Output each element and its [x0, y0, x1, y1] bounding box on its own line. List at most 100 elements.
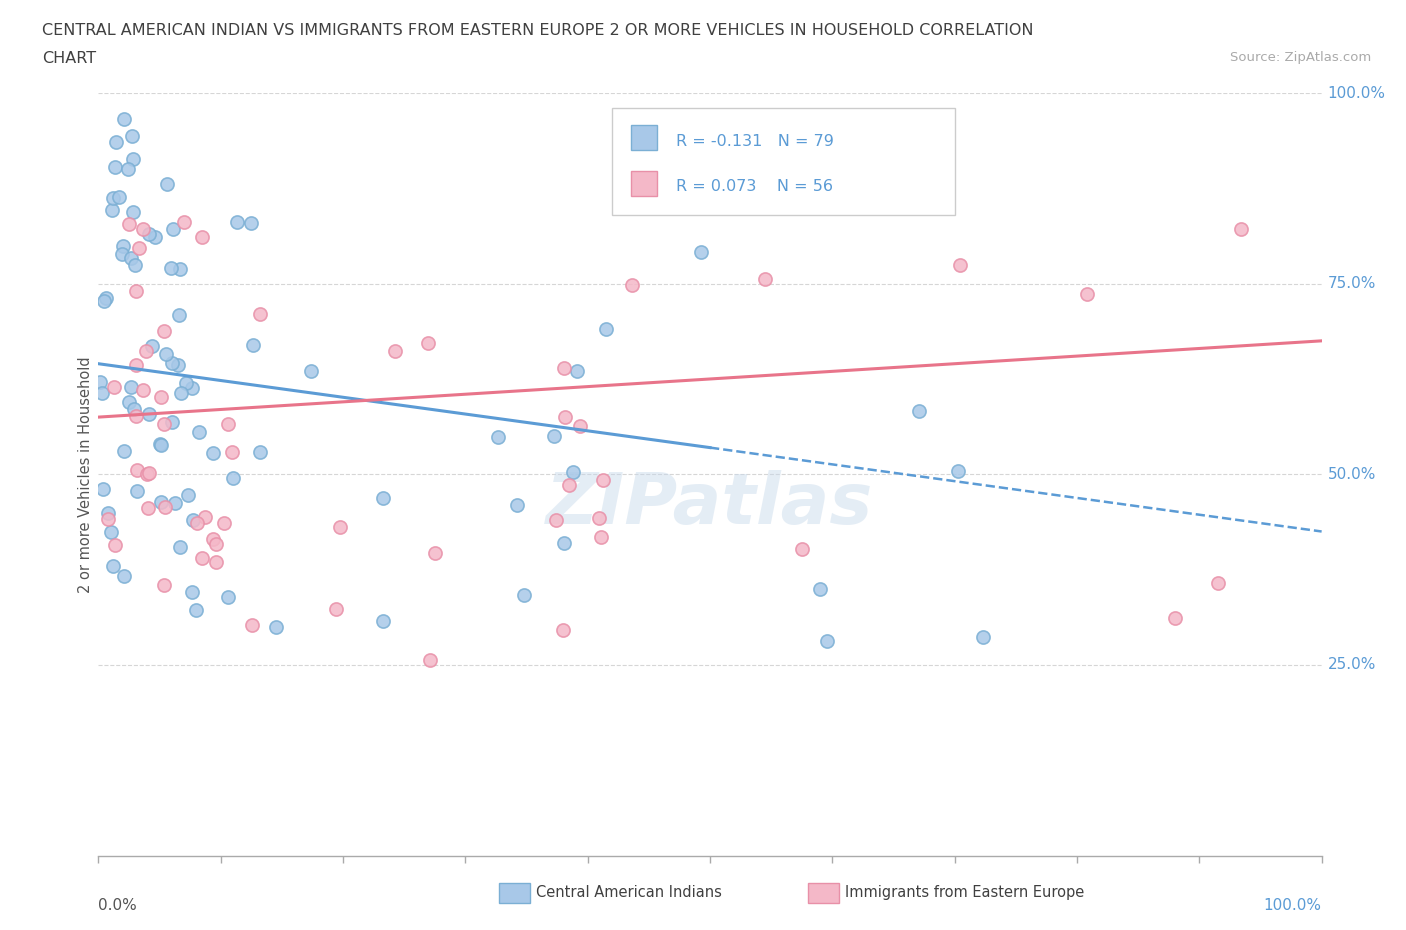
Point [94, 291, 117, 306]
Point [554, 410, 576, 425]
Point [101, 558, 124, 573]
Point [180, 585, 202, 600]
Point [112, 112, 135, 126]
Text: ZIPatlas: ZIPatlas [547, 471, 873, 539]
Point [108, 190, 131, 205]
Point [299, 364, 322, 379]
Point [191, 230, 214, 245]
Point [425, 546, 447, 561]
Point [160, 355, 183, 370]
Point [174, 376, 197, 391]
Point [191, 550, 214, 565]
Point [589, 530, 612, 545]
Point [128, 240, 150, 255]
Point [153, 500, 176, 515]
Point [486, 430, 509, 445]
Bar [630, 171, 658, 196]
Point [946, 464, 969, 479]
Point [186, 516, 208, 531]
Point [217, 590, 239, 604]
Point [194, 510, 217, 525]
Point [543, 429, 565, 444]
Point [93, 293, 115, 308]
Point [169, 539, 191, 554]
Bar [612, 108, 955, 215]
Point [815, 634, 838, 649]
Text: 100.0%: 100.0% [1327, 86, 1386, 100]
Point [132, 382, 155, 397]
Point [149, 437, 172, 452]
Point [972, 629, 994, 644]
Point [553, 536, 575, 551]
Point [264, 619, 287, 634]
Point [561, 464, 583, 479]
Point [117, 162, 139, 177]
Point [588, 510, 610, 525]
Point [558, 478, 581, 493]
Point [143, 230, 166, 245]
Point [222, 471, 245, 485]
Point [226, 214, 249, 229]
Point [122, 402, 145, 417]
Point [595, 322, 617, 337]
Point [112, 568, 135, 583]
Point [150, 495, 173, 510]
Point [125, 409, 148, 424]
Text: Source: ZipAtlas.com: Source: ZipAtlas.com [1230, 51, 1371, 64]
Point [112, 238, 135, 253]
Point [127, 483, 149, 498]
Text: Immigrants from Eastern Europe: Immigrants from Eastern Europe [845, 885, 1084, 900]
Text: 0.0%: 0.0% [98, 897, 138, 912]
Point [754, 272, 776, 286]
Point [160, 414, 183, 429]
Point [163, 496, 186, 511]
Point [149, 436, 172, 451]
Point [121, 152, 143, 166]
Point [120, 250, 142, 265]
Point [201, 445, 224, 460]
Point [153, 417, 176, 432]
Point [592, 472, 614, 487]
Point [153, 324, 176, 339]
Point [141, 339, 163, 354]
Point [91, 385, 114, 400]
Point [104, 538, 127, 552]
Point [97, 512, 120, 526]
Point [138, 406, 160, 421]
Point [120, 380, 142, 395]
Point [808, 581, 831, 596]
Point [180, 380, 202, 395]
Point [162, 221, 184, 236]
Point [97, 505, 120, 520]
Point [205, 537, 228, 551]
Point [325, 602, 347, 617]
Text: Central American Indians: Central American Indians [536, 885, 721, 900]
Point [167, 358, 190, 373]
Point [124, 258, 146, 272]
Point [553, 361, 575, 376]
Point [419, 652, 441, 667]
Point [690, 245, 713, 259]
Point [138, 466, 160, 481]
Point [122, 205, 145, 219]
Point [553, 622, 575, 637]
Point [1230, 221, 1253, 236]
Point [170, 385, 193, 400]
Point [186, 602, 208, 617]
Point [907, 404, 929, 418]
Point [373, 614, 395, 629]
Point [136, 501, 159, 516]
Text: 100.0%: 100.0% [1264, 897, 1322, 912]
Y-axis label: 2 or more Vehicles in Household: 2 or more Vehicles in Household [77, 356, 93, 592]
Text: CHART: CHART [42, 51, 96, 66]
Point [118, 217, 141, 232]
Point [949, 258, 972, 272]
Point [135, 467, 157, 482]
Point [156, 177, 179, 192]
Point [177, 488, 200, 503]
Point [103, 379, 125, 394]
Point [105, 135, 128, 150]
Point [202, 531, 225, 546]
Point [240, 618, 263, 632]
Point [569, 418, 592, 433]
